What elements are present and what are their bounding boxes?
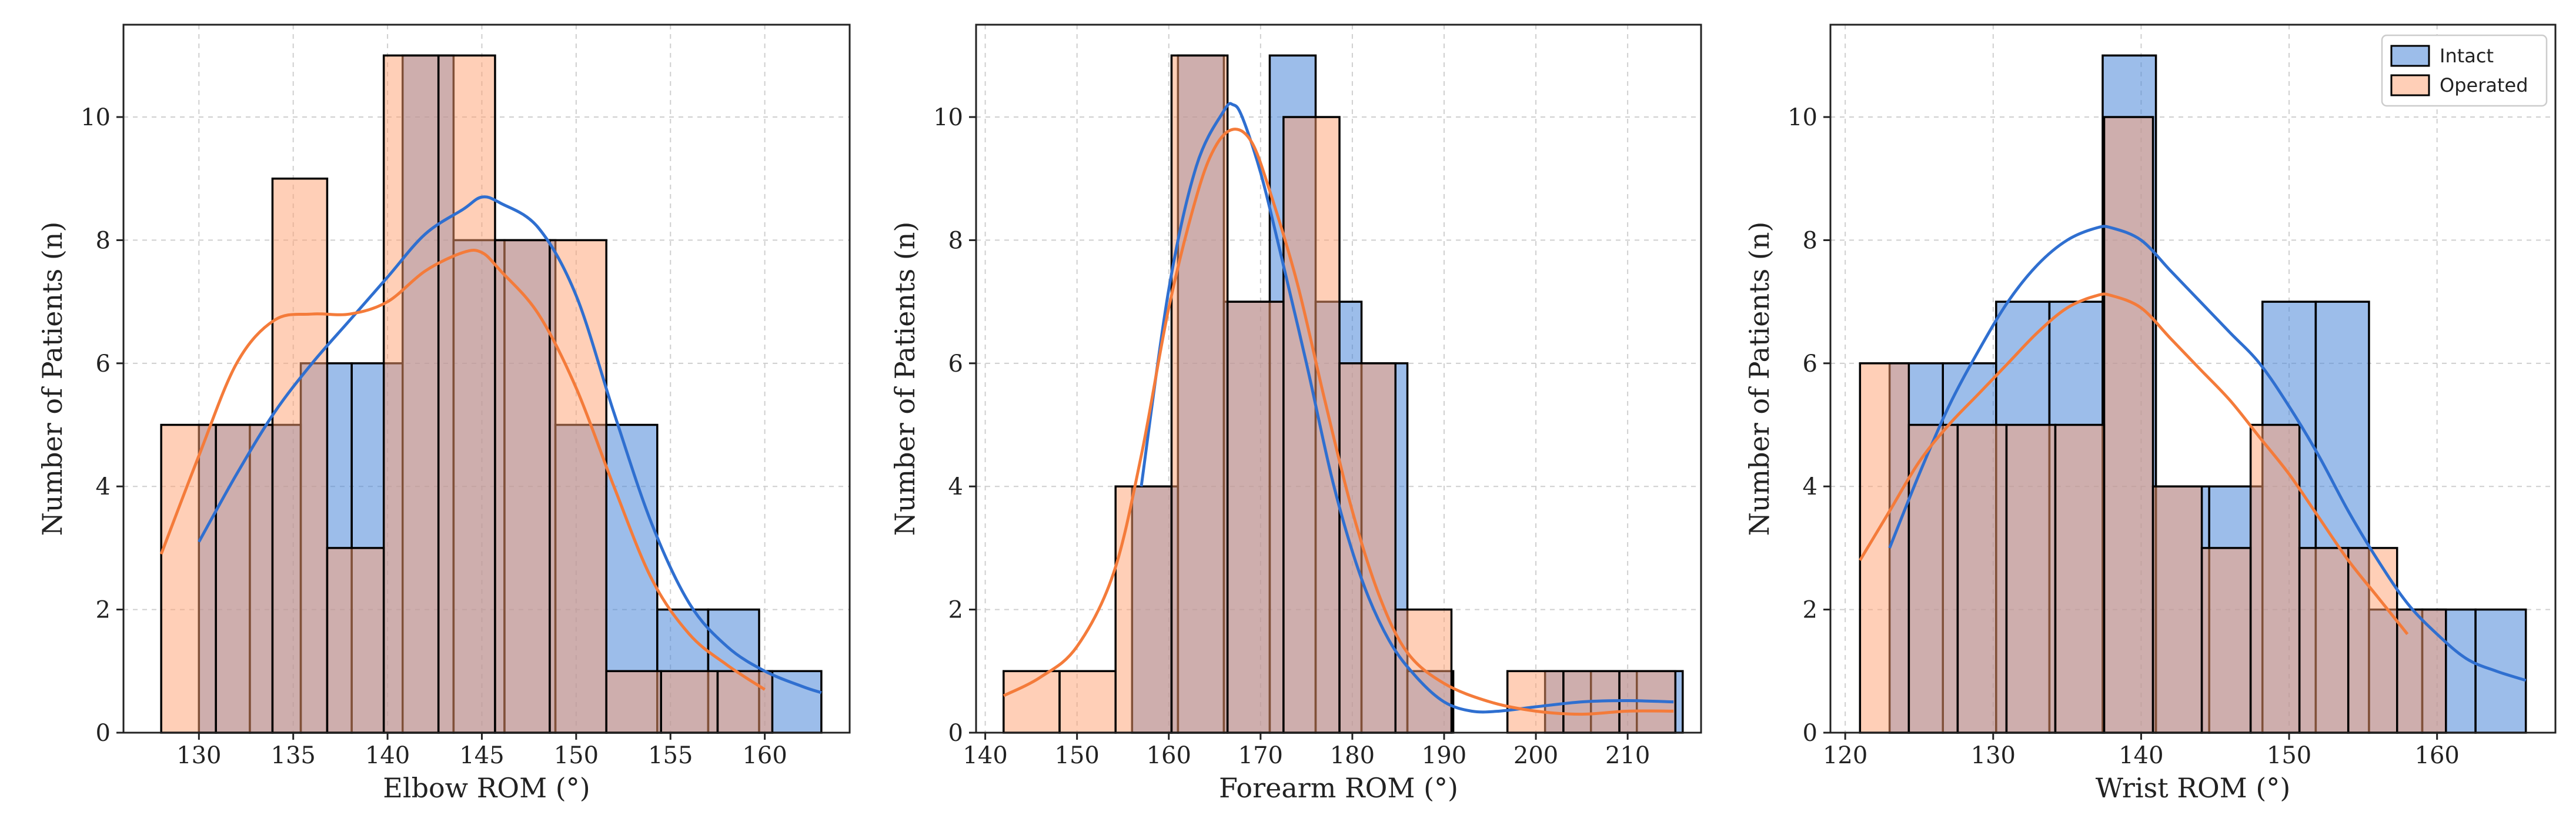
operated-bar [1058, 670, 1117, 734]
axes-frame [1829, 24, 2557, 734]
intact-legend-swatch [2390, 45, 2430, 67]
operated-bar [215, 423, 274, 734]
operated-kde-line [159, 248, 766, 691]
operated-bar [160, 423, 217, 734]
operated-legend-label: Operated [2440, 74, 2528, 96]
y-tick-label: 6 [1803, 350, 1817, 378]
x-tick-label: 150 [554, 742, 599, 769]
operated-bar [382, 54, 440, 734]
x-tick-label: 160 [2415, 742, 2460, 769]
x-tick-label: 135 [271, 742, 316, 769]
y-tick-label: 6 [96, 350, 111, 378]
x-axis-label: Elbow ROM (°) [383, 772, 590, 804]
intact-kde-line [198, 195, 822, 694]
y-tick-label: 8 [96, 227, 111, 254]
x-tick-label: 120 [1823, 742, 1867, 769]
operated-kde-line [1003, 128, 1674, 716]
operated-bar [2396, 608, 2447, 734]
y-tick-label: 2 [96, 597, 111, 624]
operated-bar [605, 670, 662, 734]
x-tick-label: 190 [1422, 742, 1466, 769]
y-tick-label: 4 [96, 473, 111, 500]
axes-frame [122, 24, 851, 734]
x-tick-label: 140 [2119, 742, 2163, 769]
operated-bar [1907, 423, 1959, 734]
x-tick-label: 160 [742, 742, 787, 769]
x-tick-label: 210 [1605, 742, 1650, 769]
y-axis-label: Number of Patients (n) [1743, 222, 1775, 536]
operated-bar [660, 670, 719, 734]
elbow-rom-panel: 130 135 140 145 150 155 160 0 2 4 6 8 10 Elbow ROM (°… [36, 24, 851, 804]
operated-bar [716, 670, 774, 734]
operated-bar [1506, 670, 1565, 734]
x-tick-label: 150 [1055, 742, 1100, 769]
y-axis-label: Number of Patients (n) [36, 222, 68, 536]
operated-bar [2054, 423, 2106, 734]
y-tick-label: 4 [948, 473, 963, 500]
operated-legend-swatch [2390, 74, 2430, 96]
intact-kde-line [1888, 225, 2527, 682]
y-tick-label: 0 [948, 720, 963, 747]
x-tick-label: 200 [1513, 742, 1558, 769]
operated-bar [2151, 485, 2203, 734]
y-tick-label: 10 [81, 104, 111, 131]
y-tick-label: 2 [1803, 597, 1817, 624]
y-tick-label: 8 [948, 227, 963, 254]
operated-bars [1859, 116, 2447, 734]
x-axis-label: Wrist ROM (°) [2096, 772, 2291, 804]
operated-kde-line [1859, 292, 2409, 636]
y-tick-label: 0 [96, 720, 111, 747]
x-tick-label: 140 [963, 742, 1007, 769]
y-tick-label: 4 [1803, 473, 1817, 500]
x-tick-label: 160 [1147, 742, 1191, 769]
x-tick-label: 145 [459, 742, 504, 769]
x-tick-label: 155 [648, 742, 693, 769]
operated-bar [2200, 547, 2252, 734]
operated-bar [1226, 300, 1285, 734]
operated-bar [2249, 423, 2301, 734]
operated-bar [2103, 116, 2154, 734]
operated-bar [1003, 670, 1061, 734]
y-tick-label: 2 [948, 597, 963, 624]
intact-kde-line [1140, 102, 1674, 714]
operated-bar [1338, 362, 1397, 734]
y-tick-label: 6 [948, 350, 963, 378]
operated-bar [1956, 423, 2008, 734]
x-tick-label: 130 [1971, 742, 2016, 769]
operated-bar [1114, 485, 1173, 734]
operated-bar [494, 239, 551, 734]
operated-bar [2005, 423, 2057, 734]
operated-bar [2347, 547, 2398, 734]
operated-bars [160, 54, 774, 734]
y-tick-label: 8 [1803, 227, 1817, 254]
legend: Intact Operated [2381, 34, 2548, 107]
intact-legend-label: Intact [2440, 45, 2494, 67]
operated-bar [271, 177, 329, 734]
axes-frame [975, 24, 1702, 734]
y-axis-label: Number of Patients (n) [889, 222, 921, 536]
y-tick-label: 0 [1803, 720, 1817, 747]
forearm-rom-panel: 140 150 160 170 180 190 200 210 0 2 4 6 8 10 Forearm R… [889, 24, 1702, 804]
operated-bar [326, 547, 385, 734]
operated-bar [437, 54, 496, 734]
operated-bars [1003, 54, 1677, 734]
wrist-rom-panel: 120 130 140 150 160 0 2 4 6 8 10 Wrist ROM (°) Numbe… [1743, 24, 2557, 804]
y-tick-label: 10 [933, 104, 963, 131]
operated-bar [549, 239, 607, 734]
x-tick-label: 130 [176, 742, 221, 769]
x-tick-label: 170 [1238, 742, 1283, 769]
y-tick-label: 10 [1788, 104, 1817, 131]
x-tick-label: 140 [365, 742, 410, 769]
operated-bar [2298, 547, 2350, 734]
x-tick-label: 150 [2267, 742, 2311, 769]
x-tick-label: 180 [1330, 742, 1375, 769]
operated-bar [1170, 54, 1229, 734]
x-axis-label: Forearm ROM (°) [1219, 772, 1458, 804]
